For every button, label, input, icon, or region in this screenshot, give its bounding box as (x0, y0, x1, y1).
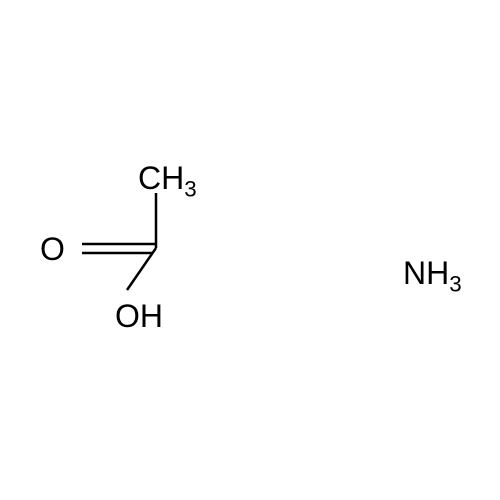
bond-c-oh (127, 248, 156, 290)
atom-o-double: O (40, 233, 65, 265)
atom-o-text: O (40, 231, 65, 267)
atom-nh3-sub: 3 (449, 271, 461, 296)
atom-oh-text: OH (115, 298, 163, 334)
atom-nh3: NH3 (403, 257, 462, 289)
atom-oh: OH (115, 300, 163, 332)
chemical-diagram: CH3 O OH NH3 (0, 0, 500, 500)
atom-nh3-text: NH (403, 255, 449, 291)
atom-ch3-text: CH (138, 160, 184, 196)
atom-ch3: CH3 (138, 162, 197, 194)
bond-layer (0, 0, 500, 500)
atom-ch3-sub: 3 (184, 176, 196, 201)
